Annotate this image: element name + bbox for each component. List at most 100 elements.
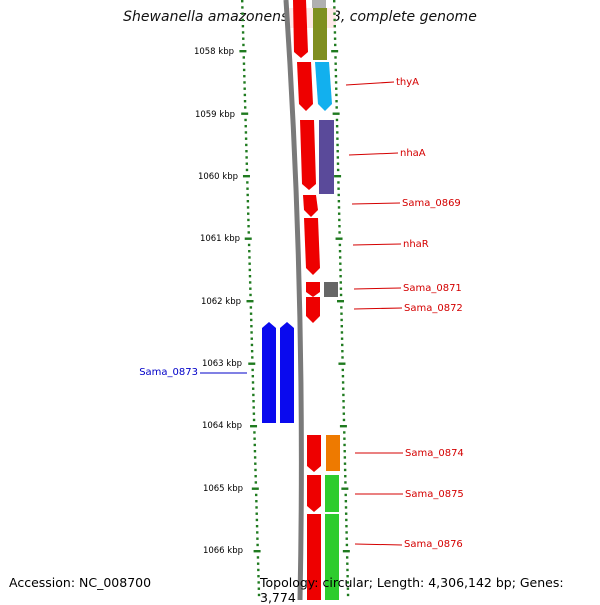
scale-dot bbox=[248, 268, 252, 272]
scale-dot bbox=[345, 525, 348, 528]
scale-dot bbox=[343, 456, 347, 459]
scale-labels: 1058 kbp 1059 kbp 1060 kbp 1061 kbp 1062… bbox=[194, 47, 243, 556]
scale-dot bbox=[338, 218, 341, 222]
leader-Sama_0876 bbox=[354, 543, 403, 546]
scale-dot bbox=[345, 518, 348, 522]
scale-dot bbox=[338, 231, 341, 234]
scale-dot bbox=[244, 118, 247, 122]
scale-dot bbox=[242, 43, 245, 47]
scale-dot bbox=[336, 143, 339, 147]
scale-dot bbox=[242, 56, 245, 59]
scale-dot bbox=[246, 200, 250, 203]
label-leaders bbox=[345, 81, 403, 546]
scale-dot bbox=[248, 250, 251, 253]
scale-dot bbox=[251, 368, 254, 372]
gene-red-7 bbox=[306, 297, 320, 323]
scale-dot bbox=[243, 87, 246, 90]
scale-dot bbox=[245, 156, 248, 159]
scale-dot bbox=[254, 468, 257, 472]
scale-dot bbox=[335, 100, 338, 103]
scale-dot bbox=[336, 162, 340, 165]
scale-dot bbox=[333, 0, 336, 3]
scale-dot bbox=[243, 81, 246, 84]
topology-summary: Topology: circular; Length: 4,306,142 bp… bbox=[260, 575, 564, 605]
scale-dot bbox=[345, 537, 348, 540]
scale-dot bbox=[241, 31, 245, 34]
scale-dot bbox=[335, 118, 339, 122]
scale-dot bbox=[339, 262, 342, 265]
accession-text: Accession: NC_008700 bbox=[9, 575, 152, 590]
scale-dot bbox=[337, 193, 340, 197]
scale-dot bbox=[253, 450, 257, 453]
scale-dot bbox=[252, 400, 255, 403]
scale-dot bbox=[342, 418, 346, 422]
scale-dot bbox=[337, 212, 341, 215]
scale-dot bbox=[345, 543, 349, 547]
gene-red-3 bbox=[300, 120, 316, 190]
scale-dot bbox=[346, 562, 349, 565]
scale-dot bbox=[255, 525, 259, 528]
genome-backbone bbox=[283, 0, 304, 600]
scale-dot bbox=[334, 68, 338, 72]
scale-dot bbox=[245, 168, 249, 172]
scale-dot bbox=[342, 406, 345, 409]
scale-dot bbox=[254, 493, 258, 497]
scale-dot bbox=[246, 206, 250, 209]
scale-dot bbox=[249, 306, 253, 309]
scale-dot bbox=[341, 375, 345, 378]
scale-label: 1059 kbp bbox=[195, 110, 235, 120]
scale-dot bbox=[257, 593, 261, 597]
gene-labels: thyA nhaA Sama_0869 nhaR Sama_0871 Sama_… bbox=[139, 77, 464, 550]
scale-dot bbox=[251, 356, 254, 359]
scale-dot bbox=[346, 593, 350, 597]
scale-dot bbox=[257, 575, 260, 578]
scale-dot bbox=[336, 168, 340, 172]
scale-dot bbox=[335, 106, 338, 109]
scale-major-tick bbox=[253, 550, 261, 553]
scale-dot bbox=[343, 450, 346, 453]
scale-dot bbox=[340, 337, 344, 340]
scale-dot bbox=[241, 0, 244, 3]
leader-thyA bbox=[345, 81, 395, 86]
scale-dot bbox=[344, 475, 347, 478]
scale-dot bbox=[247, 218, 250, 222]
leader-Sama_0871 bbox=[353, 287, 402, 290]
scale-dot bbox=[248, 256, 251, 259]
gene-olive bbox=[313, 8, 327, 60]
scale-major-tick bbox=[335, 237, 343, 240]
scale-dot bbox=[249, 287, 252, 290]
scale-dot bbox=[345, 556, 349, 559]
scale-dot bbox=[338, 256, 342, 259]
scale-dot bbox=[340, 312, 343, 315]
scale-label: 1060 kbp bbox=[198, 172, 238, 182]
scale-dot bbox=[242, 68, 246, 72]
gene-red-6 bbox=[306, 282, 320, 297]
scale-dot bbox=[245, 150, 248, 153]
gene-blue-1 bbox=[262, 322, 276, 423]
scale-dot bbox=[340, 306, 343, 309]
gene-label-Sama_0872: Sama_0872 bbox=[404, 303, 463, 314]
scale-dot bbox=[333, 37, 337, 40]
scale-dot bbox=[242, 62, 246, 65]
scale-dot bbox=[334, 62, 337, 65]
scale-dot bbox=[256, 556, 260, 559]
gene-label-Sama_0876: Sama_0876 bbox=[404, 539, 463, 550]
scale-dot bbox=[344, 500, 348, 503]
scale-dot bbox=[247, 243, 251, 247]
scale-dot bbox=[343, 431, 346, 434]
scale-dot bbox=[342, 387, 345, 390]
scale-dot bbox=[254, 462, 257, 465]
left-scale bbox=[239, 0, 261, 597]
scale-dot bbox=[247, 231, 250, 234]
scale-label: 1065 kbp bbox=[203, 484, 243, 494]
scale-dot bbox=[257, 568, 260, 572]
scale-dot bbox=[243, 100, 247, 103]
scale-dot bbox=[338, 225, 341, 228]
scale-dot bbox=[252, 393, 255, 397]
scale-dot bbox=[252, 418, 256, 422]
scale-dot bbox=[345, 531, 348, 534]
scale-dot bbox=[253, 443, 256, 447]
scale-dot bbox=[341, 381, 345, 384]
scale-dot bbox=[341, 350, 344, 353]
